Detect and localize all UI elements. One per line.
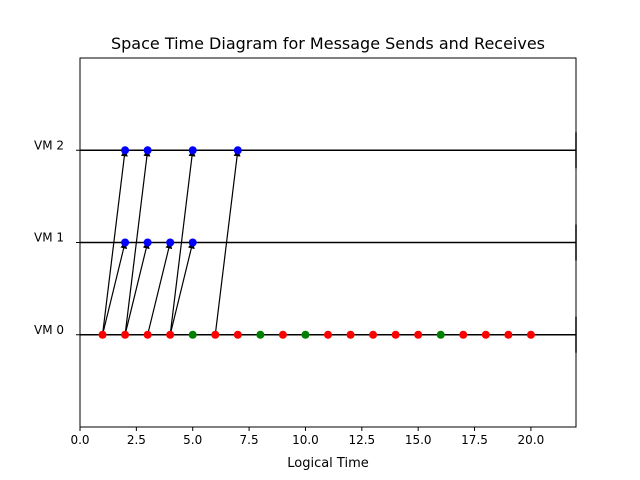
- event-point: [414, 330, 423, 339]
- event-point: [121, 330, 130, 339]
- event-point: [256, 330, 265, 339]
- events-layer: [98, 146, 535, 339]
- x-axis-label: Logical Time: [287, 456, 369, 471]
- event-point: [143, 146, 152, 155]
- x-tick-label: 17.5: [461, 433, 488, 447]
- event-point: [166, 238, 175, 247]
- x-tick-label: 15.0: [405, 433, 432, 447]
- y-axis: VM 0 VM 1 VM 2: [34, 138, 80, 337]
- x-tick-label: 0.0: [70, 433, 89, 447]
- message-arrow: [214, 149, 241, 335]
- message-arrow: [124, 241, 150, 335]
- event-point: [121, 238, 130, 247]
- message-arrow: [147, 241, 173, 335]
- event-point: [211, 330, 220, 339]
- message-arrow: [169, 241, 195, 335]
- event-point: [188, 330, 197, 339]
- event-point: [346, 330, 355, 339]
- event-point: [188, 238, 197, 247]
- x-axis: 0.0 2.5 5.0 7.5 10.0 12.5 15.0 17.5 20.0: [70, 427, 544, 447]
- messages-layer: [101, 149, 241, 335]
- event-point: [166, 330, 175, 339]
- event-point: [188, 146, 197, 155]
- y-tick-label: VM 2: [34, 138, 64, 152]
- message-arrow: [124, 149, 151, 335]
- x-tick-label: 2.5: [127, 433, 146, 447]
- message-arrow: [101, 241, 128, 335]
- event-point: [369, 330, 378, 339]
- event-point: [233, 146, 242, 155]
- event-point: [278, 330, 287, 339]
- y-tick-label: VM 0: [34, 323, 64, 337]
- event-point: [391, 330, 400, 339]
- event-point: [504, 330, 513, 339]
- x-tick-label: 12.5: [348, 433, 375, 447]
- event-point: [143, 330, 152, 339]
- event-point: [98, 330, 107, 339]
- chart-title: Space Time Diagram for Message Sends and…: [111, 34, 545, 53]
- timelines-layer: [80, 132, 577, 353]
- event-point: [526, 330, 535, 339]
- event-point: [324, 330, 332, 339]
- x-tick-label: 7.5: [240, 433, 259, 447]
- event-point: [121, 146, 130, 155]
- event-point: [143, 238, 152, 247]
- event-point: [481, 330, 490, 339]
- x-tick-label: 10.0: [292, 433, 319, 447]
- event-point: [233, 330, 242, 339]
- event-point: [301, 330, 310, 339]
- x-tick-label: 20.0: [518, 433, 545, 447]
- x-tick-label: 5.0: [183, 433, 202, 447]
- message-arrow: [169, 149, 196, 335]
- y-tick-label: VM 1: [34, 231, 64, 245]
- event-point: [436, 330, 445, 339]
- event-point: [459, 330, 468, 339]
- message-arrow: [101, 149, 128, 335]
